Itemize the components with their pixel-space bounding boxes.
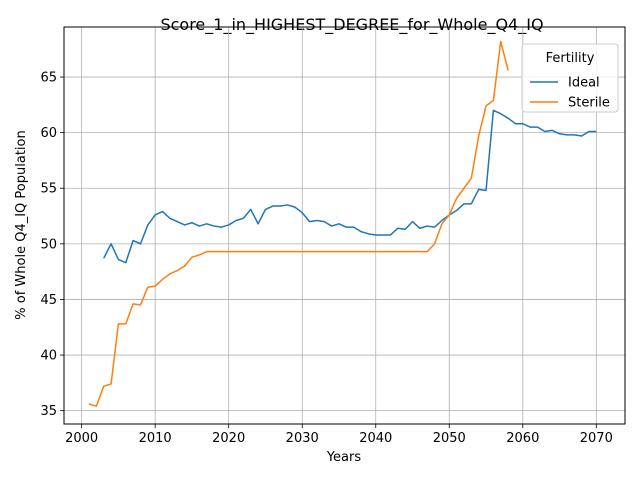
legend-title: Fertility (546, 51, 595, 66)
x-tick-label: 2030 (286, 431, 319, 446)
x-tick-label: 2070 (580, 431, 613, 446)
y-axis-title: % of Whole Q4_IQ Population (14, 130, 29, 319)
series-layer (88, 40, 597, 407)
y-tick-label: 50 (40, 237, 57, 252)
y-tick-label: 60 (40, 126, 57, 141)
chart-title: Score_1_in_HIGHEST_DEGREE_for_Whole_Q4_I… (160, 15, 543, 35)
x-tick-label: 2050 (433, 431, 466, 446)
x-axis-title: Years (326, 450, 362, 465)
series-line-ideal (103, 109, 597, 264)
legend-box (521, 43, 619, 113)
legend-label-ideal: Ideal (568, 76, 600, 91)
y-tick-label: 65 (40, 71, 57, 86)
legend-label-sterile: Sterile (568, 96, 610, 111)
x-tick-label: 2040 (359, 431, 392, 446)
x-tick-label: 2020 (212, 431, 245, 446)
x-axis-ticks: 2000 2010 2020 2030 2040 2050 2060 2070 (65, 424, 613, 446)
y-axis-ticks: 35 40 45 50 55 60 65 (40, 71, 64, 419)
y-tick-label: 45 (40, 293, 57, 308)
legend: Fertility Ideal Sterile (521, 43, 619, 113)
y-tick-label: 40 (40, 349, 57, 364)
x-tick-label: 2010 (139, 431, 172, 446)
plot-frame (63, 26, 626, 425)
x-tick-label: 2000 (65, 431, 98, 446)
y-tick-label: 35 (40, 404, 57, 419)
y-tick-label: 55 (40, 182, 57, 197)
series-line-sterile (88, 40, 509, 407)
x-tick-label: 2060 (506, 431, 539, 446)
